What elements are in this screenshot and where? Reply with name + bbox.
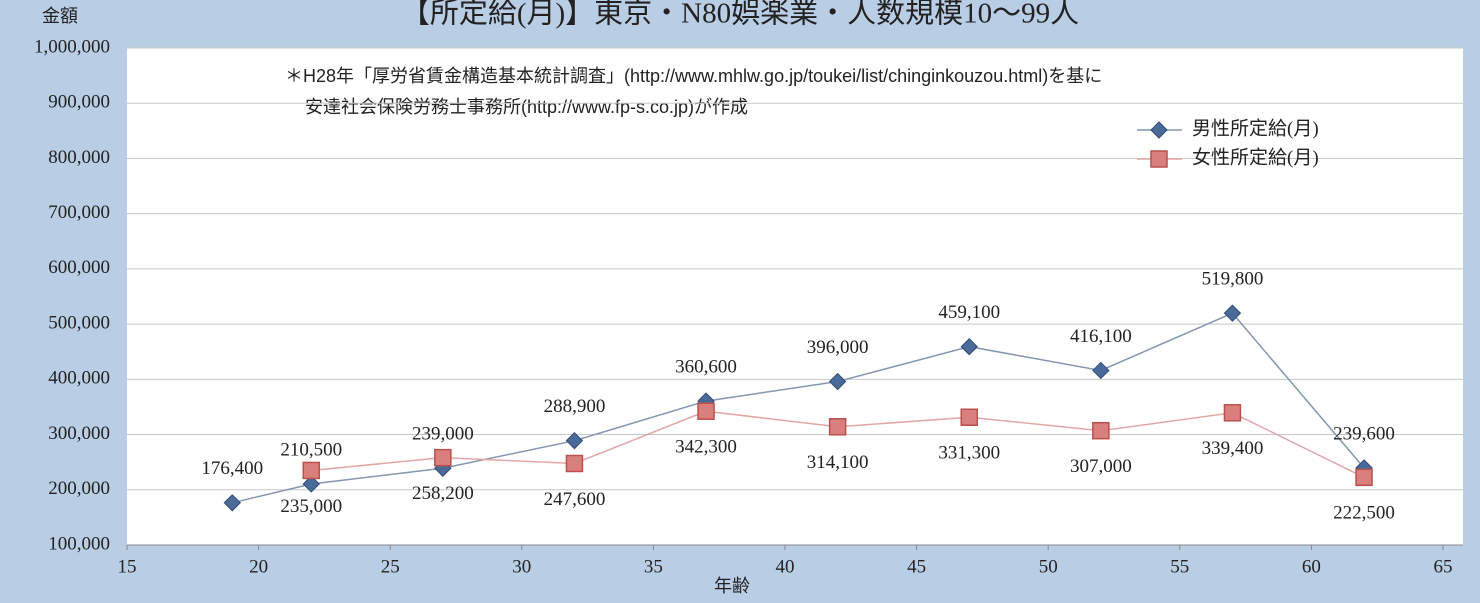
data-point [565,454,584,473]
annotation: 安達社会保険労務士事務所(http://www.fp-s.co.jp)が作成 [305,97,748,117]
x-tick-label: 60 [1302,556,1321,577]
data-point [565,431,584,450]
data-point [697,402,715,420]
legend-marker [1150,121,1168,139]
y-tick-label: 200,000 [48,478,110,499]
data-label: 239,600 [1333,423,1395,444]
data-label: 416,100 [1070,326,1132,347]
data-label: 176,400 [201,458,263,479]
data-point [223,494,241,512]
y-tick-label: 700,000 [48,202,110,223]
y-tick-label: 900,000 [48,92,110,113]
x-tick-label: 45 [907,556,926,577]
data-point [960,337,978,356]
data-label: 239,000 [412,424,474,445]
data-point [1092,421,1110,440]
data-label: 258,200 [412,483,474,504]
data-label: 210,500 [280,439,342,460]
legend-label: 女性所定給(月) [1192,146,1319,168]
data-point [302,475,320,493]
x-tick-label: 55 [1170,556,1189,577]
x-tick-label: 20 [249,556,268,577]
series-line [232,312,1365,504]
x-tick-label: 30 [512,556,531,577]
y-axis-label: 金額 [42,6,78,26]
y-tick-label: 400,000 [48,368,110,389]
annotation: ＊H28年「厚労省賃金構造基本統計調査」(http://www.mhlw.go.… [285,66,1102,86]
y-tick-label: 300,000 [48,423,110,444]
x-tick-label: 65 [1434,556,1453,577]
x-axis-label: 年齢 [714,576,750,596]
data-label: 235,000 [280,496,342,517]
data-label: 519,800 [1202,269,1264,290]
data-point [960,408,978,427]
data-point [828,372,847,391]
data-point [434,448,452,467]
data-label: 396,000 [807,337,869,358]
plot-area [127,48,1463,545]
x-tick-label: 25 [381,556,400,577]
legend-marker [1150,150,1168,168]
data-label: 222,500 [1333,503,1395,524]
data-label: 459,100 [938,302,1000,323]
y-tick-label: 1,000,000 [34,36,110,57]
data-point [1223,404,1242,422]
data-point [1223,304,1242,322]
data-label: 314,100 [807,452,869,473]
data-point [1355,468,1373,487]
y-tick-label: 500,000 [48,312,110,333]
chart-title: 【所定給(月)】東京・N80娯楽業・人数規模10～99人 [401,0,1079,30]
y-tick-label: 800,000 [48,147,110,168]
data-label: 307,000 [1070,456,1132,477]
data-point [1092,361,1110,380]
data-label: 360,600 [675,356,737,377]
x-tick-label: 35 [644,556,663,577]
x-tick-label: 50 [1039,556,1058,577]
data-label: 288,900 [544,396,606,417]
x-tick-label: 15 [118,556,137,577]
data-label: 247,600 [544,489,606,510]
data-label: 339,400 [1202,438,1264,459]
data-label: 331,300 [938,443,1000,464]
x-tick-label: 40 [776,556,795,577]
legend-label: 男性所定給(月) [1192,117,1319,139]
y-tick-label: 100,000 [48,533,110,554]
data-point [302,461,320,480]
data-label: 342,300 [675,437,737,458]
data-point [828,418,847,436]
y-tick-label: 600,000 [48,257,110,278]
